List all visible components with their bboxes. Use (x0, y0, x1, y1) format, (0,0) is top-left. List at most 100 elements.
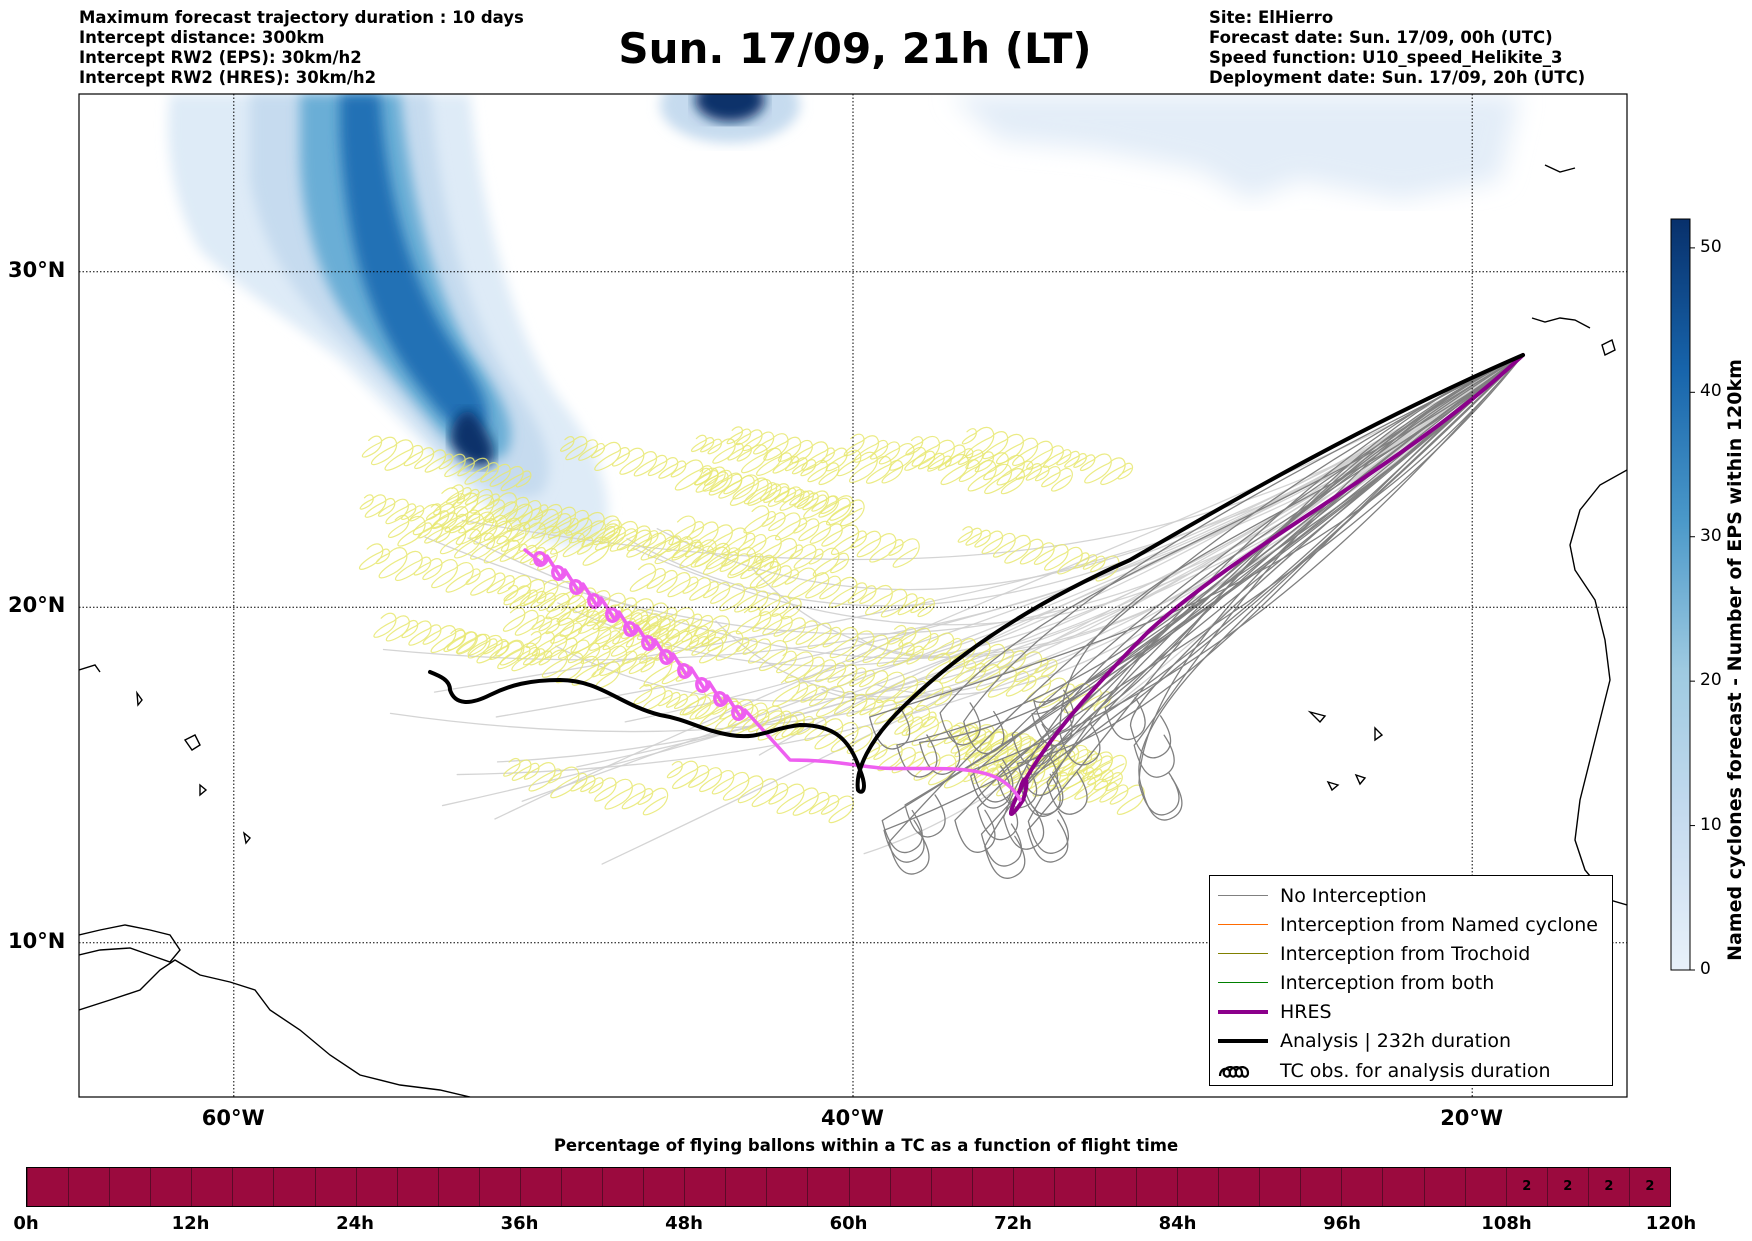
flight-time-tick: 96h (1323, 1213, 1361, 1234)
trochoid-trajectory (668, 515, 849, 577)
legend-label: HRES (1280, 1000, 1332, 1023)
colorbar-tick-label: 40 (1700, 381, 1722, 402)
flight-time-tick: 72h (994, 1213, 1032, 1234)
header-line: Speed function: U10_speed_Helikite_3 (1209, 48, 1563, 67)
latitude-label: 10°N (8, 928, 66, 953)
legend-label: Interception from Named cyclone (1280, 913, 1598, 936)
trochoid-trajectory (755, 561, 935, 618)
eps-trajectory (557, 354, 1524, 667)
latitude-label: 20°N (8, 593, 66, 618)
trochoid-trajectory (503, 584, 671, 641)
trochoid-trajectory (925, 652, 1112, 714)
flight-time-tick: 48h (665, 1213, 703, 1234)
latitude-label: 30°N (8, 257, 66, 282)
no-interception-trajectory (1104, 354, 1524, 741)
trochoid-trajectory (905, 435, 1073, 492)
flight-time-cell (1300, 1168, 1341, 1206)
map-title: Sun. 17/09, 21h (LT) (618, 24, 1092, 73)
flight-time-tick: 12h (171, 1213, 210, 1234)
trochoid-trajectory (961, 426, 1134, 486)
coastlines (79, 164, 1627, 1097)
flight-time-cell (478, 1168, 520, 1206)
legend-item-tc-obs: TC obs. for analysis duration (1210, 1056, 1612, 1085)
trochoid-trajectory (433, 487, 620, 551)
flight-time-tick: 84h (1158, 1213, 1197, 1234)
no-interception-trajectory (1027, 354, 1524, 854)
flight-time-tick: 0h (13, 1213, 39, 1234)
trochoid-trajectory (735, 606, 924, 667)
flight-time-cell (1218, 1168, 1259, 1206)
flight-time-cell: 2 (1628, 1168, 1670, 1206)
trochoid-trajectory (629, 563, 802, 620)
flight-time-cell (560, 1168, 602, 1206)
flight-time-tick: 24h (336, 1213, 374, 1234)
flight-time-cell (971, 1168, 1013, 1206)
flight-time-tick: 120h (1645, 1213, 1697, 1234)
no-interception-trajectory (1019, 354, 1524, 817)
flight-time-cell (1382, 1168, 1423, 1206)
map-graticule (79, 94, 1627, 1097)
flight-time-cell (1053, 1168, 1095, 1206)
no-interception-trajectory (881, 354, 1524, 854)
legend-swatch (1218, 981, 1268, 984)
no-interception-trajectory (1133, 354, 1524, 778)
no-interception-trajectory (1138, 354, 1524, 816)
no-interception-trajectory (1016, 354, 1524, 796)
analysis-trajectory (428, 353, 1525, 794)
flight-time-tick: 108h (1481, 1213, 1532, 1234)
legend-swatch (1218, 894, 1268, 897)
legend-label: TC obs. for analysis duration (1280, 1059, 1551, 1082)
flight-time-cell (191, 1168, 232, 1206)
trochoid-trajectory (359, 494, 527, 552)
flight-time-cell (930, 1168, 972, 1206)
no-interception-trajectory (980, 354, 1524, 867)
flight-time-cell (68, 1168, 109, 1206)
flight-time-cell (1341, 1168, 1382, 1206)
trochoid-trajectory (682, 689, 873, 754)
eps-trajectory (496, 354, 1524, 763)
trochoid-trajectory (359, 543, 545, 607)
trochoid-trajectory (695, 467, 865, 527)
no-interception-trajectory (888, 354, 1524, 875)
colorbar-tick-label: 10 (1700, 814, 1722, 835)
no-interception-trajectory (1129, 354, 1524, 759)
trochoid-trajectory (373, 612, 540, 670)
flight-time-cell (889, 1168, 931, 1206)
trochoid-trajectory (599, 519, 775, 579)
eps-trajectory (715, 354, 1524, 698)
header-line: Intercept RW2 (EPS): 30km/h2 (79, 48, 362, 67)
colorbar-tick-label: 0 (1700, 959, 1711, 979)
legend-swatch (1218, 1038, 1268, 1043)
trochoid-trajectory (633, 684, 806, 741)
eps-trajectory (441, 354, 1524, 807)
flight-time-cell (1012, 1168, 1054, 1206)
legend-swatch (1218, 923, 1268, 926)
flight-time-cell: 2 (1587, 1168, 1629, 1206)
colorbar (1670, 218, 1691, 971)
tc-obs-track (523, 548, 1022, 802)
header-info-left: Maximum forecast trajectory duration : 1… (79, 8, 524, 88)
no-interception-trajectory (1031, 354, 1524, 747)
colorbar-tick-label: 30 (1700, 525, 1722, 546)
legend-item-trochoid: Interception from Trochoid (1210, 939, 1612, 968)
header-line: Site: ElHierro (1209, 8, 1334, 27)
no-interception-trajectory (904, 354, 1524, 838)
flight-time-cell (314, 1168, 356, 1206)
flight-time-cell (109, 1168, 150, 1206)
legend-label: Analysis | 232h duration (1280, 1029, 1512, 1052)
hres-trajectory (1008, 353, 1525, 816)
flight-time-cell (355, 1168, 397, 1206)
trochoid-trajectory (560, 436, 726, 492)
no-interception-trajectory (970, 354, 1524, 809)
flight-time-cell (1423, 1168, 1465, 1206)
colorbar-tick-label: 20 (1700, 670, 1722, 691)
longitude-label: 60°W (201, 1106, 265, 1130)
flight-time-cell (437, 1168, 479, 1206)
header-line: Maximum forecast trajectory duration : 1… (79, 8, 524, 27)
tc-loops-icon (1218, 1061, 1268, 1081)
legend-label: Interception from both (1280, 971, 1495, 994)
cyclone-density-field (168, 94, 1520, 546)
legend-label: Interception from Trochoid (1280, 942, 1531, 965)
legend-item-both: Interception from both (1210, 968, 1612, 997)
